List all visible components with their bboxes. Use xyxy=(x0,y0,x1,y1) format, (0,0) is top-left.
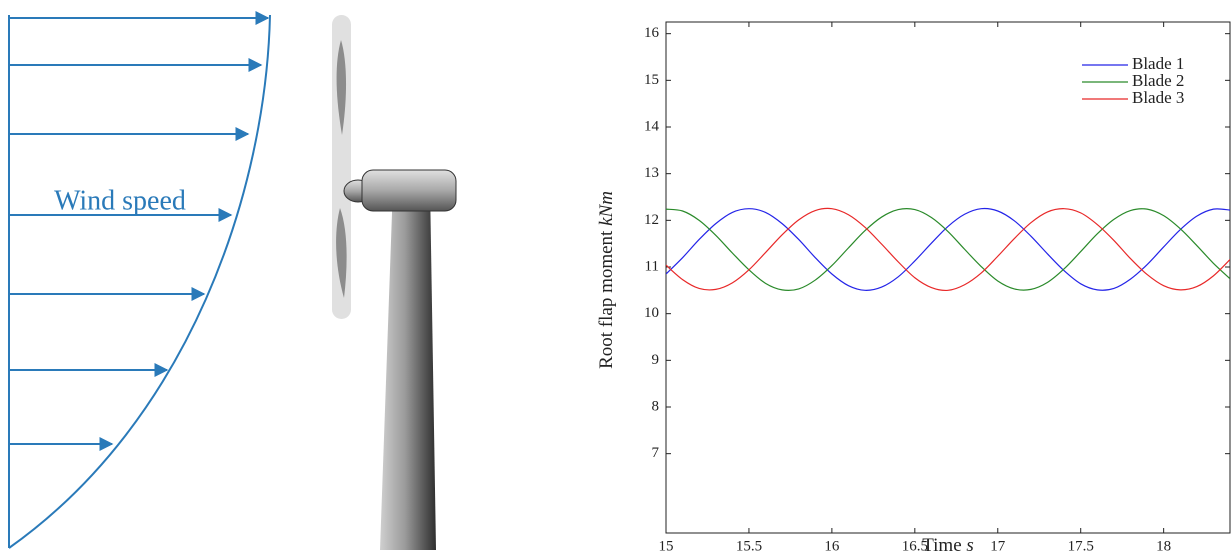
y-label-text: Root flap moment xyxy=(596,230,617,369)
nacelle xyxy=(361,169,457,212)
x-tick-label: 18 xyxy=(1156,538,1171,554)
y-tick-label: 10 xyxy=(644,305,659,321)
x-tick-label: 17.5 xyxy=(1068,538,1094,554)
plot: 7 8 9 10 11 12 13 14 15 16 15 15.5 16 16.5 17 17.5 18 Bla… xyxy=(644,21,1231,554)
series-line xyxy=(666,208,1230,292)
x-tick-label: 17 xyxy=(990,538,1006,554)
blade xyxy=(336,40,347,135)
series-line xyxy=(666,207,1230,292)
legend-label: Blade 2 xyxy=(1132,71,1184,90)
x-tick-label: 15 xyxy=(659,538,674,554)
y-tick-label: 9 xyxy=(652,352,660,368)
tower xyxy=(380,185,436,550)
x-tick-label: 16.5 xyxy=(902,538,928,554)
y-tick-label: 8 xyxy=(652,398,660,414)
x-axis-label: Time s xyxy=(922,535,974,555)
wind-label: Wind speed xyxy=(54,185,186,216)
y-tick-label: 11 xyxy=(645,258,659,274)
x-label-unit: s xyxy=(966,535,973,555)
series-line xyxy=(666,207,1230,291)
x-tick-label: 16 xyxy=(824,538,840,554)
x-label-text: Time xyxy=(922,535,961,555)
turbine xyxy=(332,15,457,550)
plot-frame xyxy=(665,21,1231,534)
y-label-unit: kNm xyxy=(596,191,617,226)
blade xyxy=(336,208,347,298)
legend-label: Blade 3 xyxy=(1132,88,1184,107)
y-tick-label: 7 xyxy=(652,445,660,461)
y-tick-label: 16 xyxy=(644,25,660,41)
wind-profile xyxy=(8,11,271,549)
profile-curve xyxy=(8,14,271,549)
y-tick-label: 12 xyxy=(644,212,659,228)
y-tick-label: 15 xyxy=(644,72,659,88)
x-tick-label: 15.5 xyxy=(736,538,762,554)
y-axis-label: Root flap moment kNm xyxy=(596,191,617,369)
y-tick-label: 13 xyxy=(644,165,659,181)
y-tick-label: 14 xyxy=(644,118,660,134)
legend-label: Blade 1 xyxy=(1132,54,1184,73)
